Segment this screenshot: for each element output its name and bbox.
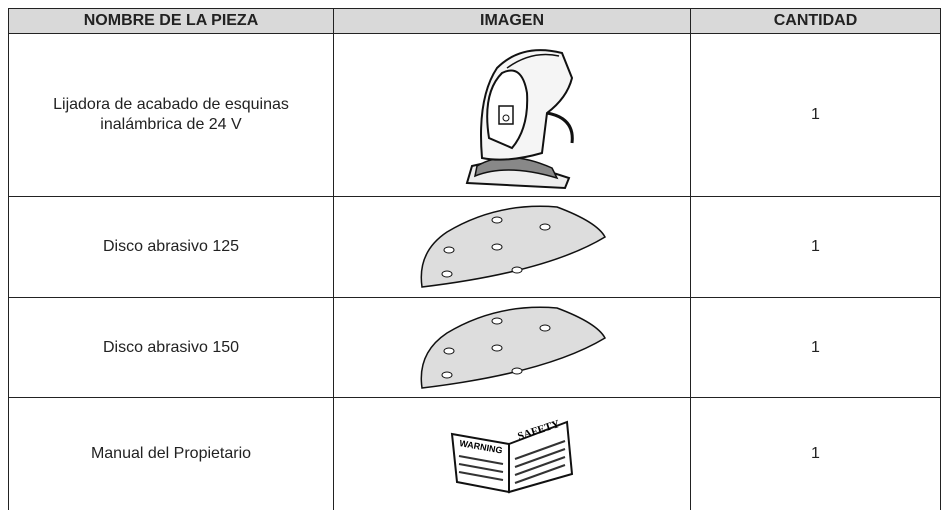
row: Disco abrasivo 125 1 [8,196,941,298]
disc-illustration [420,205,606,288]
row: Manual del Propietario WARNING SAFETY 1 [8,397,941,510]
quantity: 1 [690,196,941,298]
sander-illustration [465,48,574,189]
part-image [333,33,691,197]
quantity: 1 [690,397,941,510]
part-name: Disco abrasivo 150 [8,297,334,398]
part-image [333,297,691,398]
header-cell: NOMBRE DE LA PIEZA [8,8,334,34]
parts-table: NOMBRE DE LA PIEZA IMAGEN CANTIDAD Lijad… [8,8,941,510]
part-image [333,196,691,298]
header-cell: CANTIDAD [690,8,941,34]
part-name: Disco abrasivo 125 [8,196,334,298]
disc-illustration [420,306,606,389]
header-cell: IMAGEN [333,8,691,34]
quantity: 1 [690,297,941,398]
header-row: NOMBRE DE LA PIEZA IMAGEN CANTIDAD [8,8,941,34]
quantity: 1 [690,33,941,197]
part-image: WARNING SAFETY [333,397,691,510]
row: Lijadora de acabado de esquinas inalámbr… [8,33,941,197]
part-name: Lijadora de acabado de esquinas inalámbr… [8,33,334,197]
manual-illustration: WARNING SAFETY [450,418,574,494]
part-name: Manual del Propietario [8,397,334,510]
row: Disco abrasivo 150 1 [8,297,941,398]
